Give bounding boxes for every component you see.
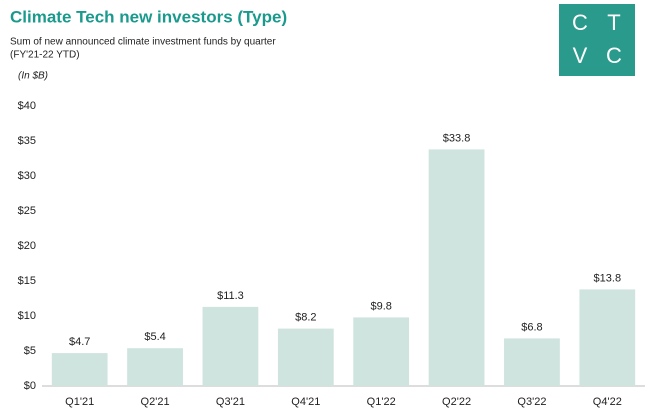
bar <box>428 149 485 386</box>
y-tick-label: $0 <box>24 380 36 392</box>
x-tick-label: Q4'21 <box>291 396 320 408</box>
x-tick-label: Q2'22 <box>442 396 471 408</box>
value-label: $4.7 <box>69 336 90 348</box>
unit-note: (In $B) <box>18 71 48 82</box>
x-tick-label: Q3'21 <box>216 396 245 408</box>
logo-letter: V <box>573 43 588 68</box>
subtitle: Sum of new announced climate investment … <box>10 37 276 48</box>
bar <box>504 338 560 386</box>
y-tick-label: $35 <box>18 135 36 147</box>
x-tick-label: Q1'22 <box>367 396 396 408</box>
y-tick-label: $20 <box>18 240 36 252</box>
x-tick-label: Q4'22 <box>593 396 622 408</box>
y-tick-label: $25 <box>18 205 36 217</box>
bar <box>353 317 410 386</box>
logo-letter: C <box>572 10 588 35</box>
logo-letter: C <box>606 43 622 68</box>
y-tick-label: $10 <box>18 310 36 322</box>
logo-letter: T <box>607 10 620 35</box>
subtitle: (FY'21-22 YTD) <box>10 50 80 61</box>
value-label: $11.3 <box>217 290 244 302</box>
value-label: $9.8 <box>370 300 391 312</box>
y-tick-label: $40 <box>18 100 36 112</box>
y-tick-label: $5 <box>24 345 36 357</box>
x-tick-label: Q3'22 <box>517 396 546 408</box>
value-label: $33.8 <box>443 132 471 144</box>
value-label: $13.8 <box>594 272 622 284</box>
bar <box>202 306 259 386</box>
bar <box>51 353 108 386</box>
logo-box <box>559 4 635 76</box>
bar <box>127 348 183 386</box>
value-label: $5.4 <box>144 331 165 343</box>
y-tick-label: $15 <box>18 275 36 287</box>
x-tick-label: Q1'21 <box>65 396 94 408</box>
chart-title: Climate Tech new investors (Type) <box>10 7 287 26</box>
value-label: $6.8 <box>521 321 542 333</box>
y-tick-label: $30 <box>18 170 36 182</box>
value-label: $8.2 <box>295 312 316 324</box>
bar <box>277 328 334 386</box>
bar <box>579 289 636 386</box>
x-tick-label: Q2'21 <box>141 396 170 408</box>
